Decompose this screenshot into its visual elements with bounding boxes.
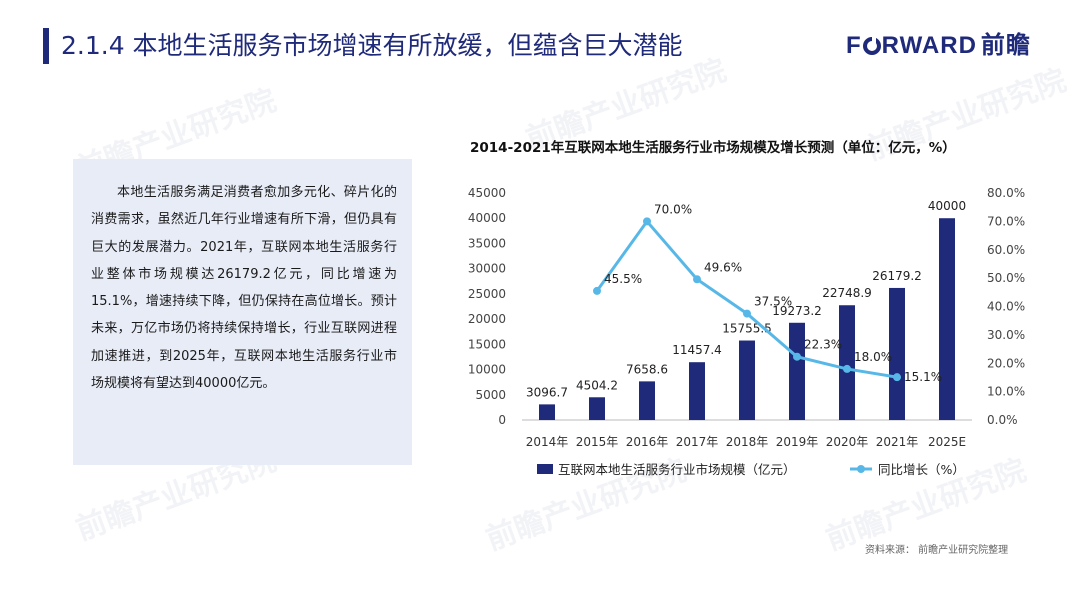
- bar: [589, 397, 605, 420]
- x-tick-label: 2020年: [826, 435, 869, 449]
- bar: [839, 305, 855, 420]
- y-right-tick-label: 50.0%: [987, 271, 1025, 285]
- logo-cn: 前瞻: [980, 32, 1031, 59]
- growth-point: [693, 275, 701, 284]
- source-note: 资料来源： 前瞻产业研究院整理: [865, 545, 1009, 556]
- bar-data-label: 26179.2: [872, 269, 922, 283]
- chart-title: 2014-2021年互联网本地生活服务行业市场规模及增长预测（单位：亿元，%）: [470, 140, 956, 156]
- bar-data-label: 19273.2: [772, 304, 822, 318]
- bar: [639, 381, 655, 420]
- summary-panel: 本地生活服务满足消费者愈加多元化、碎片化的消费需求，虽然近几年行业增速有所下滑，…: [73, 159, 412, 465]
- x-tick-label: 2025E: [928, 435, 966, 449]
- page-title: 2.1.4 本地生活服务市场增速有所放缓，但蕴含巨大潜能: [61, 31, 683, 60]
- x-tick-label: 2015年: [576, 435, 619, 449]
- y-left-tick-label: 40000: [468, 211, 506, 225]
- growth-data-label: 18.0%: [854, 350, 892, 364]
- y-right-tick-label: 10.0%: [987, 385, 1025, 399]
- y-right-tick-label: 30.0%: [987, 328, 1025, 342]
- bar-data-label: 22748.9: [822, 286, 872, 300]
- y-right-tick-label: 70.0%: [987, 214, 1025, 228]
- growth-data-label: 45.5%: [604, 272, 642, 286]
- growth-point: [643, 217, 651, 226]
- summary-text: 本地生活服务满足消费者愈加多元化、碎片化的消费需求，虽然近几年行业增速有所下滑，…: [91, 185, 397, 392]
- y-left-tick-label: 45000: [468, 186, 506, 200]
- growth-point: [743, 309, 751, 318]
- y-left-tick-label: 10000: [468, 363, 506, 377]
- bar: [889, 287, 905, 420]
- y-left-tick-label: 20000: [468, 312, 506, 326]
- y-left-tick-label: 30000: [468, 262, 506, 276]
- logo-ring-icon: [862, 35, 881, 55]
- bar-data-label: 11457.4: [672, 343, 722, 357]
- x-tick-label: 2016年: [626, 435, 669, 449]
- y-right-tick-label: 80.0%: [987, 186, 1025, 200]
- bar-data-label: 7658.6: [626, 362, 668, 376]
- bar: [789, 322, 805, 420]
- y-right-tick-label: 0.0%: [987, 413, 1018, 427]
- y-left-tick-label: 35000: [468, 236, 506, 250]
- bar: [689, 362, 705, 420]
- bar-data-label: 40000: [928, 199, 966, 213]
- legend-line-label: 同比增长（%）: [878, 462, 965, 477]
- growth-point: [843, 364, 851, 373]
- bar: [939, 218, 955, 420]
- bar-data-label: 4504.2: [576, 378, 618, 392]
- growth-point: [793, 352, 801, 361]
- growth-data-label: 15.1%: [904, 370, 942, 384]
- y-right-tick-label: 40.0%: [987, 300, 1025, 314]
- growth-data-label: 70.0%: [654, 202, 692, 216]
- y-left-tick-label: 25000: [468, 287, 506, 301]
- x-tick-label: 2021年: [876, 435, 919, 449]
- bar: [739, 340, 755, 420]
- brand-logo: F RWARD 前瞻: [846, 31, 1031, 61]
- x-tick-label: 2018年: [726, 435, 769, 449]
- growth-data-label: 49.6%: [704, 260, 742, 274]
- logo-text: F RWARD: [846, 32, 977, 59]
- y-left-tick-label: 0: [498, 413, 506, 427]
- growth-point: [893, 373, 901, 382]
- y-right-tick-label: 60.0%: [987, 243, 1025, 257]
- bar-data-label: 3096.7: [526, 385, 568, 399]
- legend-bar-swatch: [537, 464, 553, 474]
- x-tick-label: 2014年: [526, 435, 569, 449]
- y-left-tick-label: 5000: [475, 388, 506, 402]
- legend-bar-label: 互联网本地生活服务行业市场规模（亿元）: [558, 462, 796, 477]
- bar: [539, 404, 555, 420]
- x-tick-label: 2019年: [776, 435, 819, 449]
- growth-data-label: 22.3%: [804, 338, 842, 352]
- y-left-tick-label: 15000: [468, 337, 506, 351]
- title-accent-bar: [43, 28, 49, 64]
- legend-line-marker: [857, 465, 865, 473]
- growth-data-label: 37.5%: [754, 295, 792, 309]
- x-tick-label: 2017年: [676, 435, 719, 449]
- growth-point: [593, 286, 601, 295]
- y-right-tick-label: 20.0%: [987, 356, 1025, 370]
